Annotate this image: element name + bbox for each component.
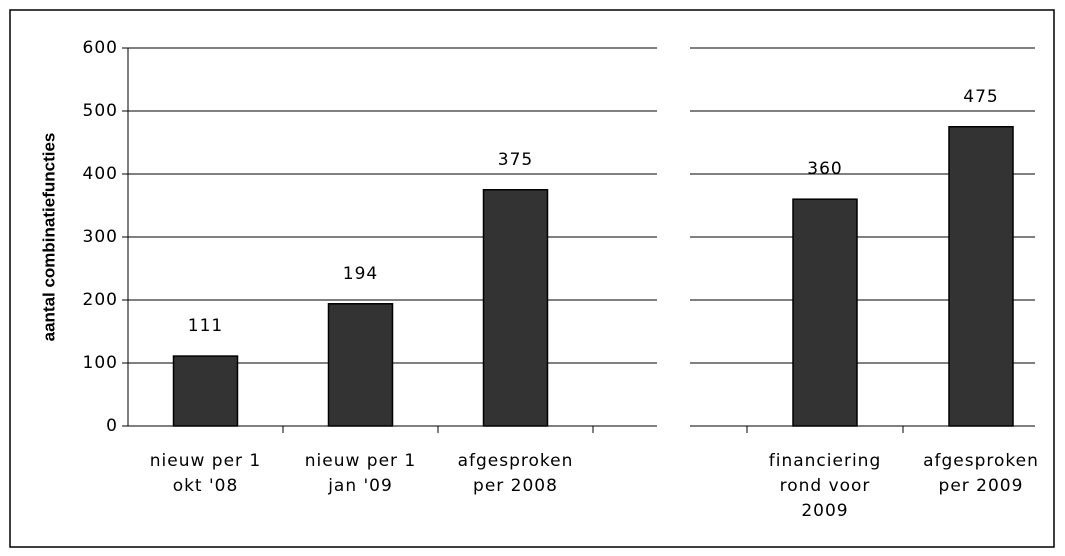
bar (172, 355, 239, 427)
chart-border (9, 9, 1055, 548)
x-tick-label: nieuw per 1 (305, 451, 417, 471)
value-label: 475 (963, 87, 998, 107)
y-tick-label: 500 (83, 101, 118, 121)
value-label: 360 (807, 159, 842, 179)
value-label: 111 (188, 316, 223, 336)
x-tick-label: afgesproken (458, 451, 574, 471)
x-tick-label: jan '09 (327, 476, 393, 496)
x-tick-label: nieuw per 1 (150, 451, 262, 471)
y-tick-label: 300 (83, 227, 118, 247)
bar (948, 126, 1014, 427)
y-axis-title: aantal combinatiefuncties (39, 133, 58, 342)
x-tick-label: okt '08 (173, 476, 239, 496)
bar (327, 303, 394, 427)
y-tick-label: 600 (83, 38, 118, 58)
bar (792, 198, 858, 427)
x-tick-label: rond voor (780, 476, 871, 496)
y-tick-label: 400 (83, 164, 118, 184)
x-tick-label: 2009 (801, 501, 848, 521)
y-tick-label: 200 (83, 290, 118, 310)
x-tick-label: afgesproken (923, 451, 1039, 471)
x-tick-label: per 2009 (939, 476, 1024, 496)
x-tick-label: per 2008 (473, 476, 558, 496)
value-label: 375 (498, 150, 533, 170)
bar (482, 189, 549, 427)
y-tick-label: 0 (106, 416, 118, 436)
y-tick-label: 100 (83, 353, 118, 373)
x-tick-label: financiering (769, 451, 881, 471)
value-label: 194 (343, 264, 378, 284)
